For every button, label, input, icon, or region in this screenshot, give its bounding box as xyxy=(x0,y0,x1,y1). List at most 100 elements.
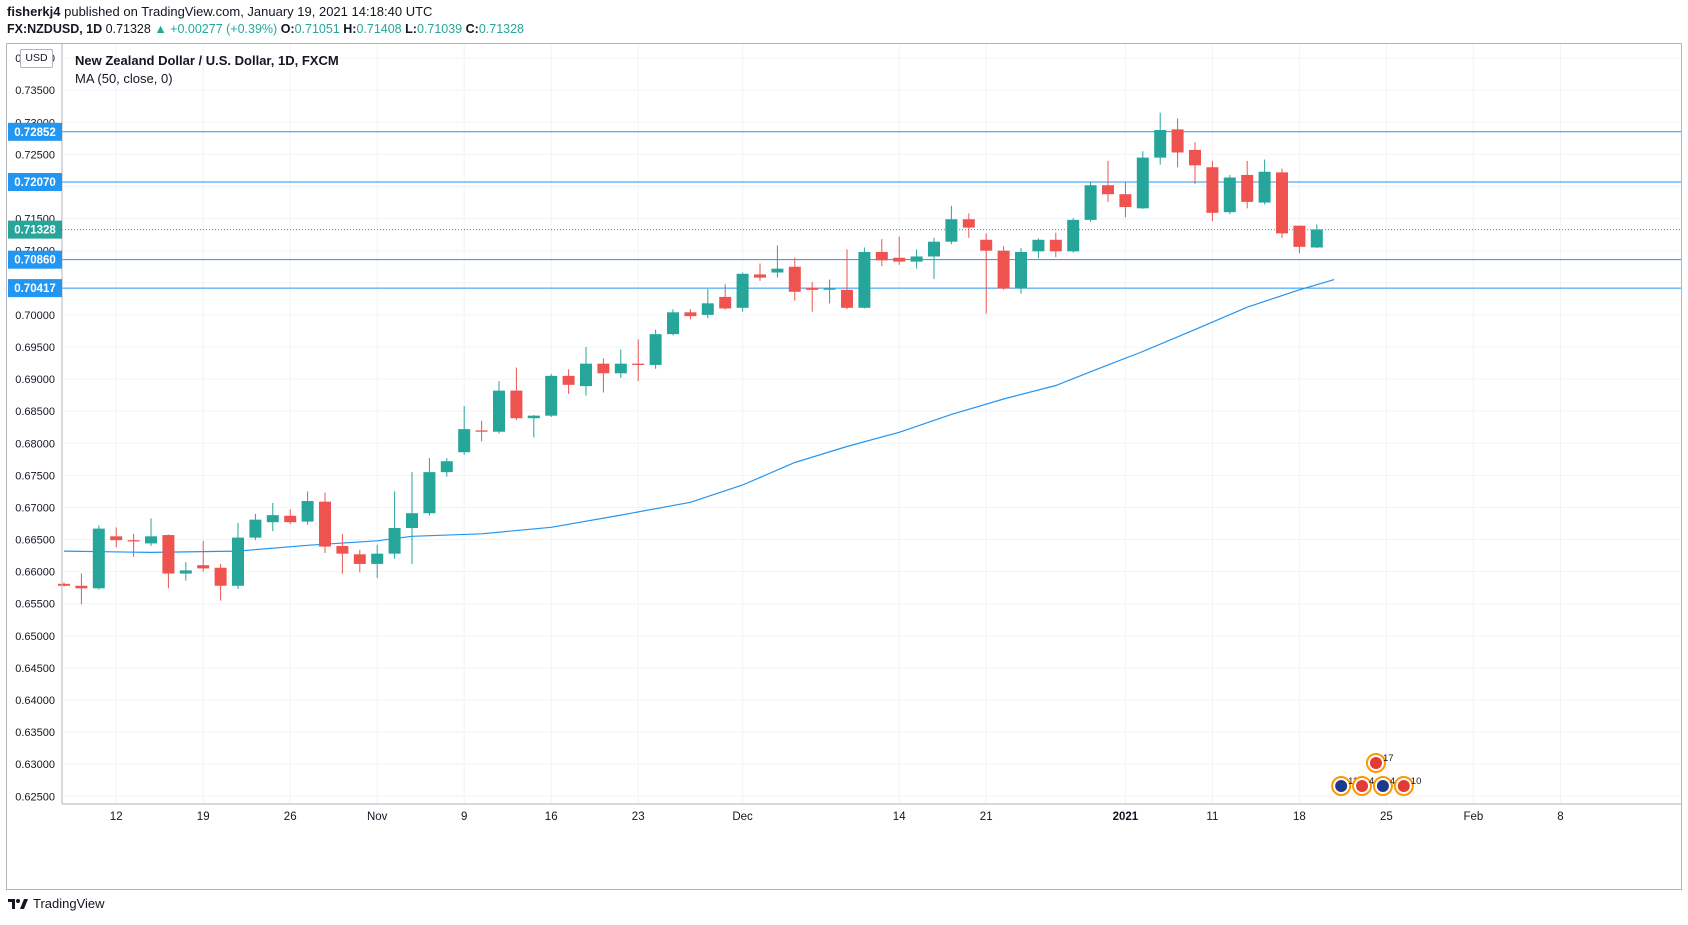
candle-up[interactable] xyxy=(301,491,314,525)
candle-down[interactable] xyxy=(997,246,1010,290)
tradingview-footer[interactable]: TradingView xyxy=(7,896,105,911)
candle-up[interactable] xyxy=(145,518,157,546)
candle-down[interactable] xyxy=(841,249,853,310)
tradingview-logo-icon xyxy=(8,898,28,909)
candle-down[interactable] xyxy=(684,309,697,320)
publish-info: fisherkj4 published on TradingView.com, … xyxy=(7,4,432,19)
candle-down[interactable] xyxy=(475,420,488,442)
candle-down[interactable] xyxy=(1102,160,1114,202)
candle-down[interactable] xyxy=(127,533,140,557)
event-marker[interactable]: 4 xyxy=(1352,776,1374,796)
candle-down[interactable] xyxy=(1276,168,1288,238)
flag-icon xyxy=(1335,780,1348,792)
candle-up[interactable] xyxy=(701,289,714,319)
candle-up[interactable] xyxy=(945,205,958,245)
candle-up[interactable] xyxy=(910,249,923,269)
candle-body xyxy=(614,363,627,374)
levels-layer xyxy=(62,131,1681,289)
candle-up[interactable] xyxy=(1084,181,1097,222)
candle-down[interactable] xyxy=(719,284,732,310)
candle-up[interactable] xyxy=(928,237,940,279)
candle-down[interactable] xyxy=(353,549,366,573)
candle-up[interactable] xyxy=(179,562,192,581)
candle-down[interactable] xyxy=(1171,118,1184,168)
candle-body xyxy=(858,251,871,308)
candle-up[interactable] xyxy=(493,380,505,434)
candle-up[interactable] xyxy=(771,245,784,278)
candle-up[interactable] xyxy=(388,491,401,559)
y-tick-label: 0.69000 xyxy=(15,374,55,386)
candle-up[interactable] xyxy=(614,349,627,378)
candle-down[interactable] xyxy=(962,213,975,238)
candle-body xyxy=(475,430,488,432)
candle-up[interactable] xyxy=(1310,224,1323,249)
candle-down[interactable] xyxy=(754,263,766,281)
candle-down[interactable] xyxy=(162,534,175,589)
candle-layer xyxy=(58,112,1323,605)
candle-up[interactable] xyxy=(823,279,836,304)
candle-up[interactable] xyxy=(440,458,453,477)
candle-up[interactable] xyxy=(527,415,540,438)
candle-down[interactable] xyxy=(510,367,523,421)
candle-up[interactable] xyxy=(545,373,558,417)
candle-up[interactable] xyxy=(1136,151,1149,209)
candle-down[interactable] xyxy=(58,582,70,587)
candle-up[interactable] xyxy=(580,346,592,396)
currency-selector[interactable]: USD xyxy=(20,49,53,68)
candle-down[interactable] xyxy=(110,527,123,548)
candle-up[interactable] xyxy=(649,329,662,369)
candle-up[interactable] xyxy=(249,513,262,541)
candle-down[interactable] xyxy=(1241,160,1254,209)
candle-up[interactable] xyxy=(92,525,105,590)
event-marker[interactable]: 11 xyxy=(1331,776,1358,796)
chart-frame[interactable] xyxy=(6,43,1682,890)
event-marker[interactable]: 4 xyxy=(1372,776,1395,796)
candle-body xyxy=(1171,129,1184,153)
candle-up[interactable] xyxy=(1154,112,1167,165)
candle-up[interactable] xyxy=(1223,174,1236,215)
candle-down[interactable] xyxy=(197,540,210,572)
candle-up[interactable] xyxy=(423,458,436,516)
candle-down[interactable] xyxy=(806,282,819,312)
candle-up[interactable] xyxy=(667,309,679,336)
low-label: L: xyxy=(405,22,417,36)
candle-down[interactable] xyxy=(1293,225,1306,254)
candle-up[interactable] xyxy=(736,272,749,312)
candle-body xyxy=(962,219,975,228)
candle-up[interactable] xyxy=(1032,238,1045,259)
candle-up[interactable] xyxy=(1067,217,1080,253)
candle-up[interactable] xyxy=(1258,159,1271,205)
candle-down[interactable] xyxy=(1206,160,1219,222)
candle-down[interactable] xyxy=(284,509,297,525)
event-marker[interactable]: 17 xyxy=(1365,753,1394,773)
candle-body xyxy=(179,570,192,574)
x-tick-label: Nov xyxy=(367,811,388,823)
candle-body xyxy=(232,537,244,586)
candle-down[interactable] xyxy=(980,233,993,314)
candle-down[interactable] xyxy=(75,573,88,605)
candle-down[interactable] xyxy=(1119,182,1132,218)
candle-down[interactable] xyxy=(319,492,331,554)
candle-up[interactable] xyxy=(858,247,871,309)
candle-down[interactable] xyxy=(1189,142,1201,184)
candle-down[interactable] xyxy=(562,369,575,394)
candle-down[interactable] xyxy=(632,339,645,381)
author-name[interactable]: fisherkj4 xyxy=(7,4,61,19)
candle-up[interactable] xyxy=(406,472,418,564)
candle-up[interactable] xyxy=(266,502,279,532)
candle-down[interactable] xyxy=(597,358,610,393)
candle-down[interactable] xyxy=(336,533,349,574)
candle-down[interactable] xyxy=(875,239,888,267)
candle-down[interactable] xyxy=(1049,232,1062,258)
candle-up[interactable] xyxy=(458,406,471,455)
candle-down[interactable] xyxy=(893,236,906,265)
candle-up[interactable] xyxy=(371,544,384,579)
event-marker[interactable]: 10 xyxy=(1393,776,1422,796)
candle-up[interactable] xyxy=(232,522,244,589)
candle-body xyxy=(319,501,331,547)
candle-down[interactable] xyxy=(788,257,801,301)
candle-down[interactable] xyxy=(214,563,227,601)
x-tick-label: 26 xyxy=(284,811,297,823)
candle-up[interactable] xyxy=(1015,248,1027,294)
